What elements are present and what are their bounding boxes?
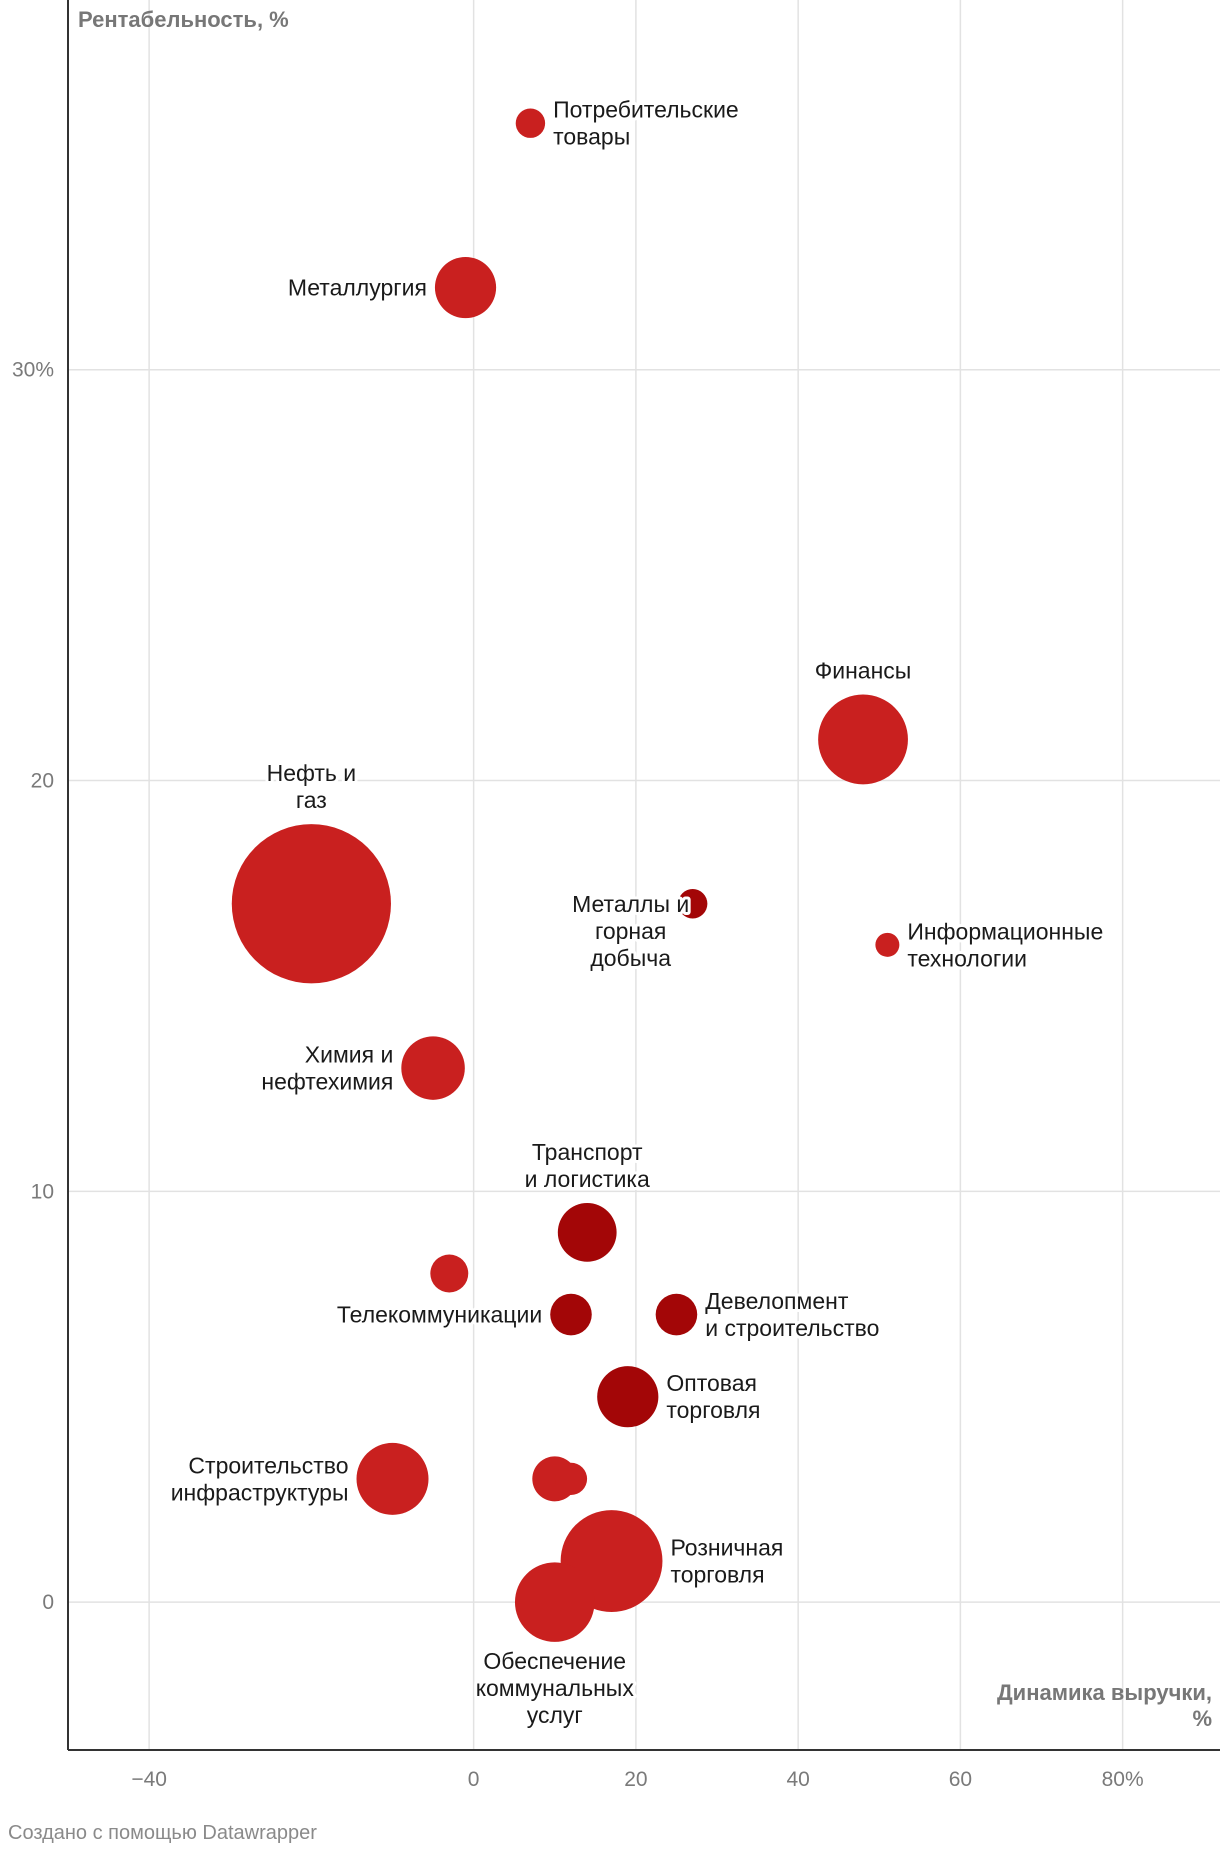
bubble bbox=[434, 256, 497, 319]
bubble-label: Финансы bbox=[815, 658, 912, 684]
bubble bbox=[597, 1366, 659, 1428]
y-tick-label: 30% bbox=[12, 359, 54, 382]
bubble bbox=[677, 889, 708, 919]
axes: 30% 20 10 0 −40 0 20 40 60 80% bbox=[12, 0, 1220, 1791]
bubble-label: Розничная торговля bbox=[670, 1535, 783, 1588]
bubble-labels: Потребительские товары Металлургия Финансы Н… bbox=[168, 94, 1107, 1731]
bubble bbox=[401, 1036, 465, 1100]
x-tick-label: 0 bbox=[468, 1768, 480, 1791]
bubble-label: Металлургия bbox=[288, 275, 427, 301]
bubble bbox=[231, 824, 391, 984]
bubble bbox=[554, 1462, 588, 1495]
bubble bbox=[818, 694, 908, 785]
y-tick-label: 20 bbox=[31, 770, 54, 793]
bubble-label: Химия и нефтехимия bbox=[261, 1042, 393, 1095]
axis-titles: Рентабельность, % Динамика выручки,% bbox=[78, 7, 1212, 1731]
bubble bbox=[655, 1293, 698, 1336]
x-tick-label: 60 bbox=[949, 1768, 972, 1791]
bubble-label: Нефть и газ bbox=[267, 760, 357, 813]
y-tick-label: 0 bbox=[42, 1591, 54, 1614]
bubble-label: Потребительские товары bbox=[553, 97, 739, 150]
bubble-label: Обеспечение коммунальных услуг bbox=[476, 1648, 635, 1728]
x-tick-label: −40 bbox=[131, 1768, 167, 1791]
x-tick-label: 40 bbox=[786, 1768, 809, 1791]
bubble-label: Телекоммуникации bbox=[337, 1302, 542, 1328]
bubble bbox=[875, 932, 900, 957]
bubble bbox=[557, 1203, 617, 1262]
bubble bbox=[550, 1293, 592, 1336]
bubble bbox=[430, 1254, 469, 1293]
bubble bbox=[515, 108, 546, 138]
bubble-label: Девелопмент и строительство bbox=[705, 1288, 879, 1341]
x-tick-label: 20 bbox=[624, 1768, 647, 1791]
bubbles bbox=[231, 108, 908, 1642]
bubble-label: Строительство инфраструктуры bbox=[171, 1452, 349, 1505]
y-tick-label: 10 bbox=[31, 1180, 54, 1203]
y-axis-title: Рентабельность, % bbox=[78, 7, 289, 32]
bubble bbox=[514, 1562, 595, 1642]
bubble-label: Металлы и горная добыча bbox=[572, 891, 689, 971]
bubble-label: Информационные технологии bbox=[907, 918, 1103, 971]
x-tick-label: 80% bbox=[1102, 1768, 1144, 1791]
datawrapper-credit: Создано с помощью Datawrapper bbox=[8, 1822, 317, 1844]
bubble-label: Транспорт и логистика bbox=[525, 1139, 650, 1192]
x-axis-title: Динамика выручки,% bbox=[997, 1680, 1212, 1731]
bubble bbox=[356, 1442, 429, 1515]
bubble-label: Оптовая торговля bbox=[666, 1370, 760, 1423]
